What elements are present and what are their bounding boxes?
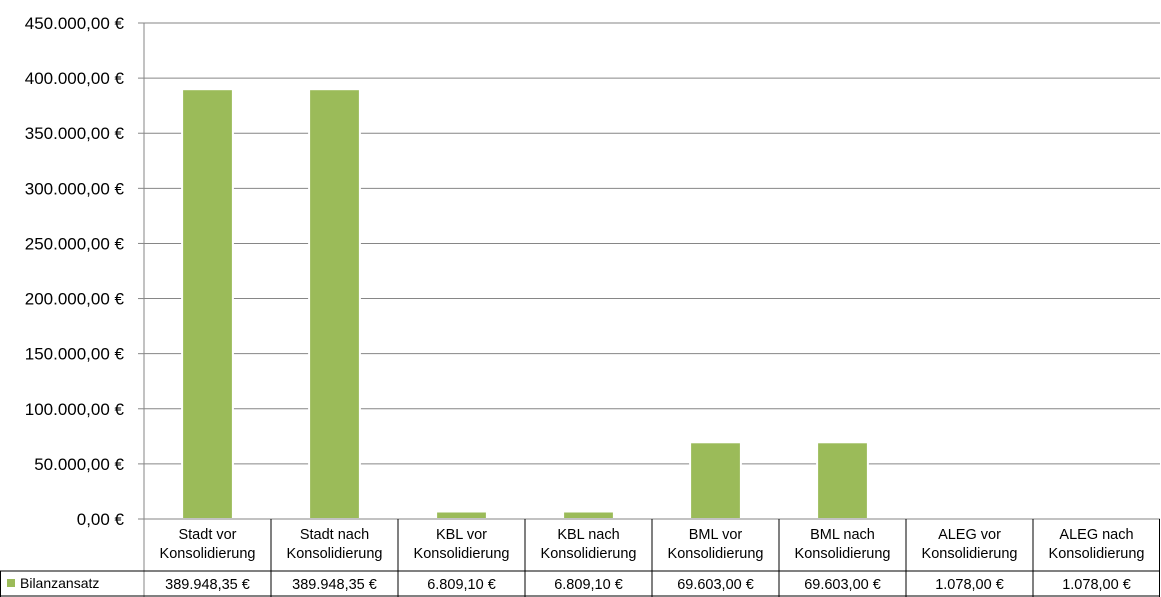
x-category-label-line: KBL nach [557,527,619,543]
data-table-value: 1.078,00 € [935,577,1004,593]
legend-swatch [7,579,15,587]
data-table-value: 1.078,00 € [1062,577,1131,593]
data-table-value: 6.809,10 € [554,577,623,593]
x-category-label-line: Konsolidierung [795,546,891,562]
x-category-label-line: BML vor [689,527,743,543]
data-table-value: 389.948,35 € [165,577,250,593]
x-category-label: Stadt vor Konsolidierung [160,527,256,562]
x-category-label-line: ALEG nach [1059,527,1133,543]
bar [562,510,615,521]
x-category-label-line: Konsolidierung [922,546,1018,562]
bar [689,441,742,520]
x-category-label-line: Konsolidierung [1049,546,1145,562]
y-tick-label: 450.000,00 € [25,14,125,33]
y-tick-label: 150.000,00 € [25,345,125,364]
x-category-label-line: Stadt vor [178,527,236,543]
x-category-label-line: Konsolidierung [414,546,510,562]
x-category-label: BML nach Konsolidierung [795,527,891,562]
x-category-label: KBL nach Konsolidierung [541,527,637,562]
x-category-label-line: Stadt nach [300,527,369,543]
x-category-label-line: Konsolidierung [160,546,256,562]
x-category-label-line: Konsolidierung [541,546,637,562]
y-tick-label: 400.000,00 € [25,69,125,88]
legend-label: Bilanzansatz [20,575,99,591]
y-tick-label: 350.000,00 € [25,124,125,143]
y-tick-label: 0,00 € [77,510,125,529]
x-category-label-line: ALEG vor [938,527,1001,543]
x-category-label-line: BML nach [810,527,875,543]
bar [435,510,488,521]
x-category-label: KBL vor Konsolidierung [414,527,510,562]
data-table-value: 69.603,00 € [677,577,754,593]
y-tick-label: 250.000,00 € [25,234,125,253]
x-category-label-line: Konsolidierung [287,546,383,562]
data-table-value: 6.809,10 € [427,577,496,593]
x-category-label: ALEG vor Konsolidierung [922,527,1018,562]
y-tick-label: 100.000,00 € [25,400,125,419]
bar [308,88,361,520]
x-category-label: ALEG nach Konsolidierung [1049,527,1145,562]
x-category-label: BML vor Konsolidierung [668,527,764,562]
y-tick-label: 300.000,00 € [25,179,125,198]
y-tick-label: 200.000,00 € [25,290,125,309]
bar [181,88,234,520]
x-category-label: Stadt nach Konsolidierung [287,527,383,562]
x-category-label-line: KBL vor [436,527,487,543]
y-tick-label: 50.000,00 € [34,455,124,474]
bar [816,441,869,520]
data-table-value: 389.948,35 € [292,577,377,593]
data-table-value: 69.603,00 € [804,577,881,593]
x-category-label-line: Konsolidierung [668,546,764,562]
